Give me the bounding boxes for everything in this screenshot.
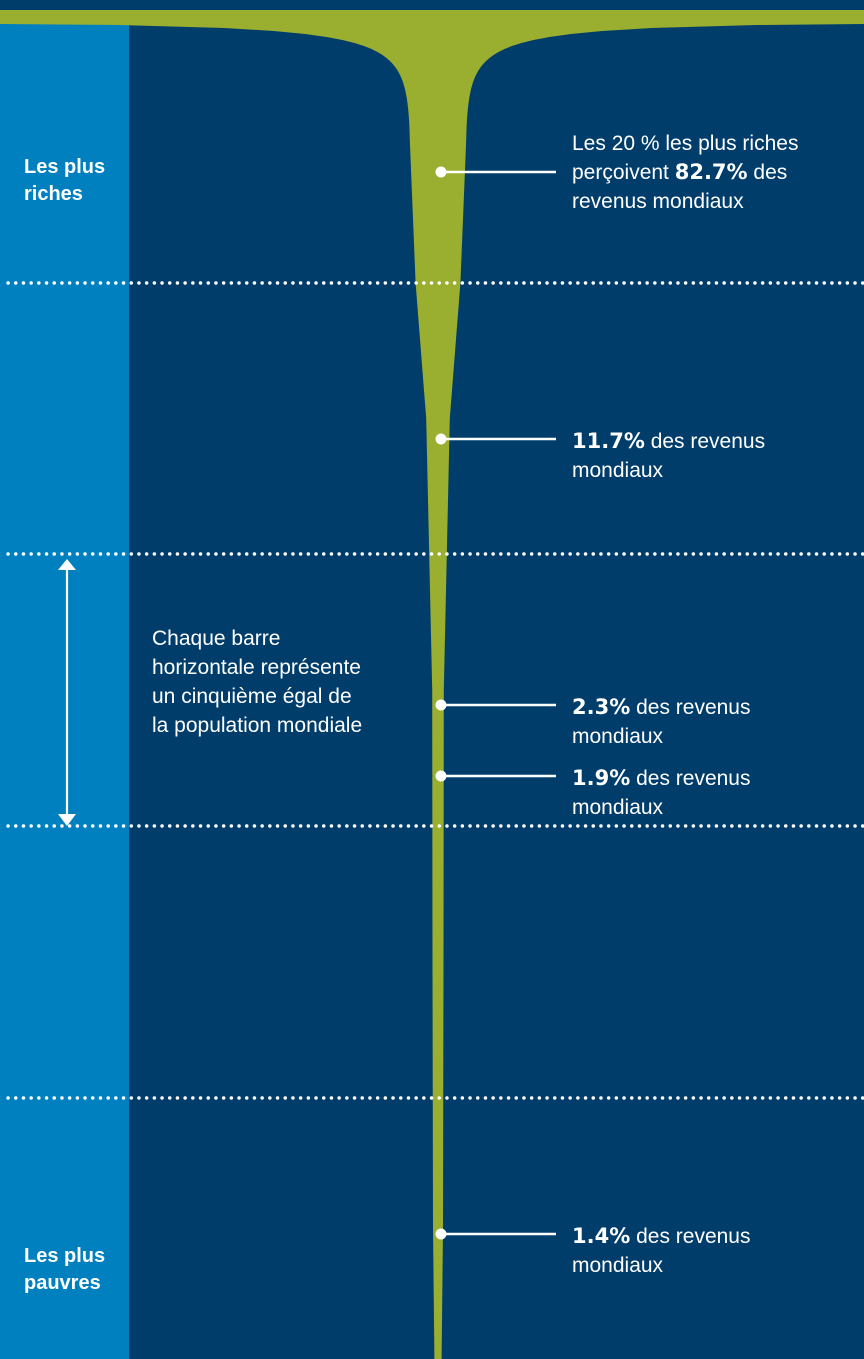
svg-text:Chaque barre: Chaque barre bbox=[152, 627, 280, 650]
annotation-text: mondiaux bbox=[572, 725, 664, 748]
annotation-text: 1.9% des revenus bbox=[572, 766, 751, 790]
annotation-text: 11.7% des revenus bbox=[572, 429, 765, 453]
svg-text:pauvres: pauvres bbox=[24, 1272, 101, 1294]
band-height-arrow bbox=[58, 559, 76, 826]
svg-text:horizontale représente: horizontale représente bbox=[152, 656, 361, 679]
sidebar-band bbox=[0, 10, 129, 1359]
band-note: Chaque barre horizontale représente un cin… bbox=[152, 627, 362, 737]
annotation-text: perçoivent 82.7% des bbox=[572, 160, 787, 184]
annotation-2: 11.7% des revenus mondiaux bbox=[435, 429, 765, 482]
annotation-5: 1.4% des revenus mondiaux bbox=[435, 1224, 751, 1277]
svg-text:un cinquième égal de: un cinquième égal de bbox=[152, 685, 352, 708]
svg-text:Les plus: Les plus bbox=[24, 156, 105, 178]
annotation-text: mondiaux bbox=[572, 796, 664, 819]
svg-text:la population mondiale: la population mondiale bbox=[152, 714, 362, 737]
annotation-text: Les 20 % les plus riches bbox=[572, 132, 798, 155]
svg-text:Les plus: Les plus bbox=[24, 1245, 105, 1267]
annotation-3: 2.3% des revenus mondiaux bbox=[435, 695, 751, 748]
annotation-text: revenus mondiaux bbox=[572, 190, 744, 213]
annotation-text: mondiaux bbox=[572, 1254, 664, 1277]
side-label-bottom: Les plus pauvres bbox=[24, 1245, 105, 1294]
income-area bbox=[0, 10, 864, 1359]
annotation-text: 1.4% des revenus bbox=[572, 1224, 751, 1248]
annotation-4: 1.9% des revenus mondiaux bbox=[435, 766, 751, 819]
annotation-text: mondiaux bbox=[572, 459, 664, 482]
side-label-top: Les plus riches bbox=[24, 156, 105, 205]
annotation-1: Les 20 % les plus riches perçoivent 82.7%… bbox=[435, 132, 798, 213]
annotation-text: 2.3% des revenus bbox=[572, 695, 751, 719]
svg-text:riches: riches bbox=[24, 183, 83, 205]
